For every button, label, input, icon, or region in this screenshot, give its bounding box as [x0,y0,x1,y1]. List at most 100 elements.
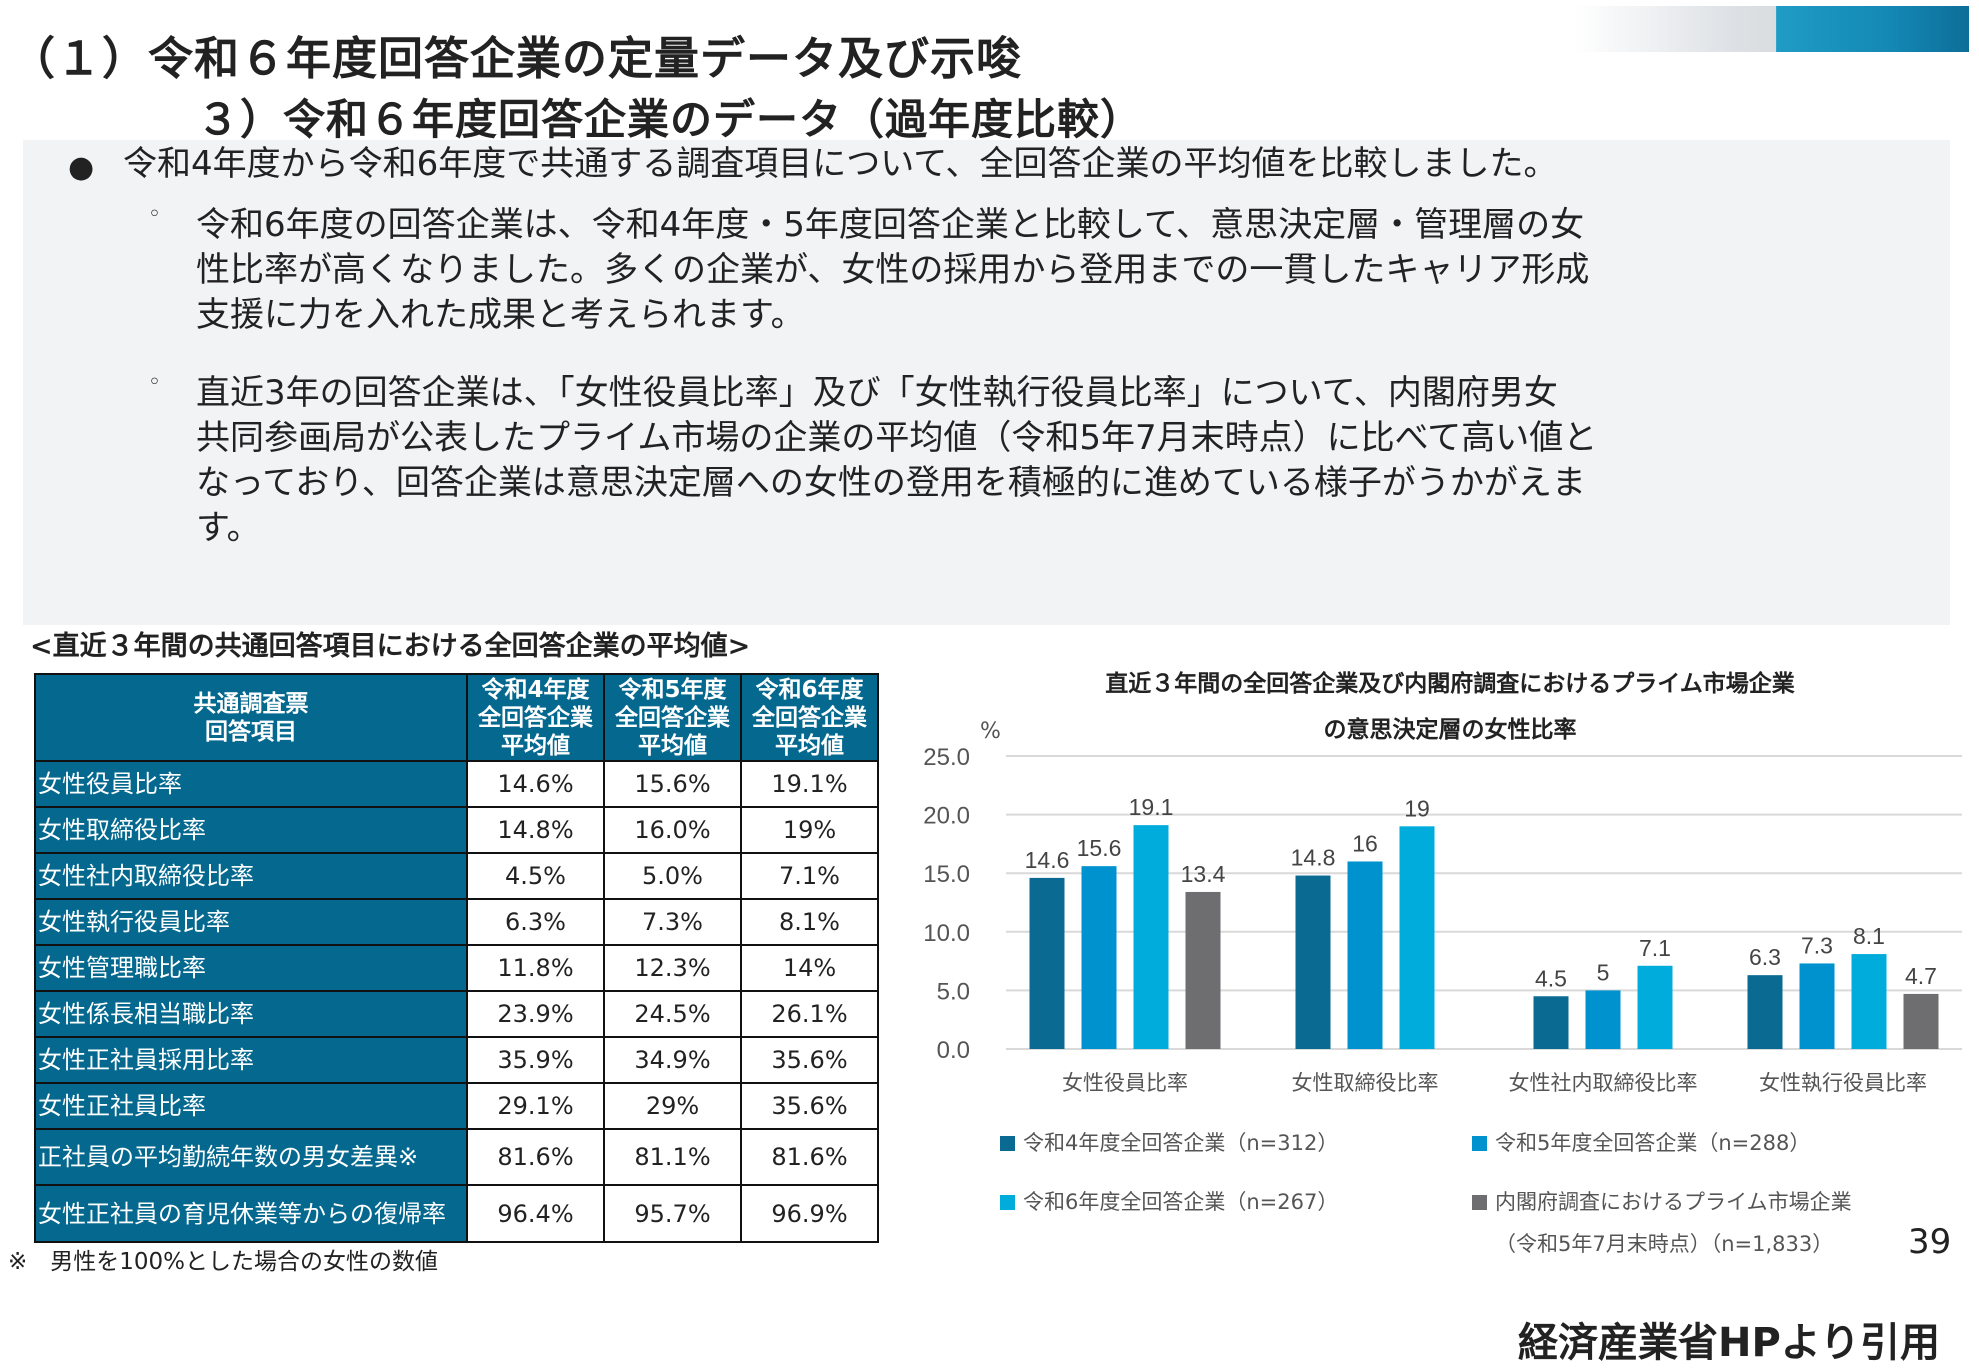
table-row: 正社員の平均勤続年数の男女差異※ 81.6% 81.1% 81.6% [34,1128,879,1186]
bar [1747,975,1783,1049]
data-label: 4.5 [1535,965,1567,991]
table-row: 女性取締役比率 14.8% 16.0% 19% [34,806,879,854]
table-item-label: 女性管理職比率 [34,944,468,992]
legend-swatch-icon [1472,1195,1487,1210]
legend-label: 令和6年度全回答企業（n=267） [1023,1190,1339,1214]
table-footnote: ※ 男性を100%とした場合の女性の数値 [8,1249,439,1275]
legend-label-line2: （令和5年7月末時点）（n=1,833） [1495,1232,1834,1256]
table-value-cell: 14% [740,944,879,992]
legend-label: 令和5年度全回答企業（n=288） [1495,1131,1811,1155]
legend-item: 令和6年度全回答企業（n=267） [1000,1186,1338,1216]
comparison-table: 共通調査票 回答項目 令和4年度 全回答企業 平均値 令和5年度 全回答企業 平均値… [34,673,879,1243]
legend-swatch-icon [1472,1136,1487,1151]
table-item-label: 女性社内取締役比率 [34,852,468,900]
summary-sub1-line: 性比率が高くなりました。多くの企業が、女性の採用から登用までの一貫したキャリア形… [196,250,1590,290]
table-row: 女性正社員の育児休業等からの復帰率 96.4% 95.7% 96.9% [34,1184,879,1243]
table-value-cell: 26.1% [740,990,879,1038]
table-value-cell: 5.0% [603,852,742,900]
table-row: 女性係長相当職比率 23.9% 24.5% 26.1% [34,990,879,1038]
legend-item: 令和4年度全回答企業（n=312） [1000,1127,1338,1157]
y-tick-label: 15.0 [923,861,970,888]
legend-item: 内閣府調査におけるプライム市場企業 [1472,1186,1852,1216]
summary-sub2-line: す。 [196,508,261,548]
table-value-cell: 35.9% [466,1036,605,1084]
table-value-cell: 29% [603,1082,742,1130]
page-number: 39 [1908,1222,1952,1262]
table-value-cell: 96.4% [466,1184,605,1243]
bar [1851,954,1887,1049]
bar [1029,877,1065,1049]
sub-bullet-icon: ◦ [148,202,161,227]
bar [1399,826,1435,1049]
legend-swatch-icon [1000,1195,1015,1210]
bar [1637,965,1673,1049]
table-value-cell: 29.1% [466,1082,605,1130]
table-value-cell: 4.5% [466,852,605,900]
bar [1133,825,1169,1049]
table-value-cell: 23.9% [466,990,605,1038]
summary-sub1-line: 令和6年度の回答企業は、令和4年度・5年度回答企業と比較して、意思決定層・管理層… [196,205,1585,245]
bar [1585,990,1621,1049]
table-row: 女性執行役員比率 6.3% 7.3% 8.1% [34,898,879,946]
bullet-dot-icon: ● [68,150,95,185]
table-item-label: 女性正社員の育児休業等からの復帰率 [34,1184,468,1243]
data-label: 7.1 [1639,935,1671,961]
y-tick-label: 25.0 [923,744,970,771]
table-value-cell: 12.3% [603,944,742,992]
table-value-cell: 95.7% [603,1184,742,1243]
header-decoration-bar [1575,6,1969,52]
data-label: 19.1 [1129,794,1174,820]
table-header-cell: 令和4年度 全回答企業 平均値 [466,673,605,762]
table-value-cell: 16.0% [603,806,742,854]
table-item-label: 女性役員比率 [34,760,468,808]
table-value-cell: 8.1% [740,898,879,946]
category-label: 女性役員比率 [1062,1071,1188,1095]
summary-box: ● 令和4年度から令和6年度で共通する調査項目について、全回答企業の平均値を比較… [23,140,1950,625]
table-item-label: 女性執行役員比率 [34,898,468,946]
table-item-label: 女性取締役比率 [34,806,468,854]
citation: 経済産業省HPより引用 [1518,1320,1940,1366]
legend-item: 令和5年度全回答企業（n=288） [1472,1127,1810,1157]
data-label: 16 [1352,830,1378,856]
table-value-cell: 81.1% [603,1128,742,1186]
table-item-label: 正社員の平均勤続年数の男女差異※ [34,1128,468,1186]
y-tick-label: 10.0 [923,920,970,947]
category-label: 女性社内取締役比率 [1509,1071,1698,1095]
table-row: 女性管理職比率 11.8% 12.3% 14% [34,944,879,992]
table-item-label: 女性正社員採用比率 [34,1036,468,1084]
table-header-cell: 令和6年度 全回答企業 平均値 [740,673,879,762]
table-item-label: 女性係長相当職比率 [34,990,468,1038]
bar [1185,891,1221,1049]
data-label: 7.3 [1801,932,1833,958]
legend-label: 内閣府調査におけるプライム市場企業 [1495,1190,1852,1214]
bar [1081,866,1117,1049]
table-heading: <直近３年間の共通回答項目における全回答企業の平均値> [30,631,751,662]
data-label: 14.6 [1025,847,1070,873]
page-title: （１）令和６年度回答企業の定量データ及び示唆 [10,32,1023,85]
data-label: 14.8 [1291,845,1336,871]
bar [1347,861,1383,1049]
table-value-cell: 81.6% [740,1128,879,1186]
summary-sub2-line: 直近3年の回答企業は、「女性役員比率」及び「女性執行役員比率」について、内閣府男… [196,373,1558,413]
table-header-cell: 共通調査票 回答項目 [34,673,468,762]
summary-sub1-line: 支援に力を入れた成果と考えられます。 [196,295,805,335]
summary-bullet: 令和4年度から令和6年度で共通する調査項目について、全回答企業の平均値を比較しま… [123,144,1558,184]
table-item-label: 女性正社員比率 [34,1082,468,1130]
table-value-cell: 15.6% [603,760,742,808]
summary-sub2-line: 共同参画局が公表したプライム市場の企業の平均値（令和5年7月末時点）に比べて高い… [196,418,1598,458]
table-value-cell: 35.6% [740,1082,879,1130]
summary-sub2-line: なっており、回答企業は意思決定層への女性の登用を積極的に進めている様子がうかがえ… [196,463,1586,503]
table-value-cell: 34.9% [603,1036,742,1084]
table-value-cell: 19% [740,806,879,854]
bar [1903,993,1939,1049]
table-value-cell: 24.5% [603,990,742,1038]
data-label: 15.6 [1077,835,1122,861]
table-value-cell: 19.1% [740,760,879,808]
table-value-cell: 7.3% [603,898,742,946]
bar [1295,875,1331,1049]
data-label: 6.3 [1749,944,1781,970]
chart-title-line2: の意思決定層の女性比率 [1323,717,1577,743]
table-header-cell: 令和5年度 全回答企業 平均値 [603,673,742,762]
table-row: 女性正社員採用比率 35.9% 34.9% 35.6% [34,1036,879,1084]
bar [1799,963,1835,1049]
